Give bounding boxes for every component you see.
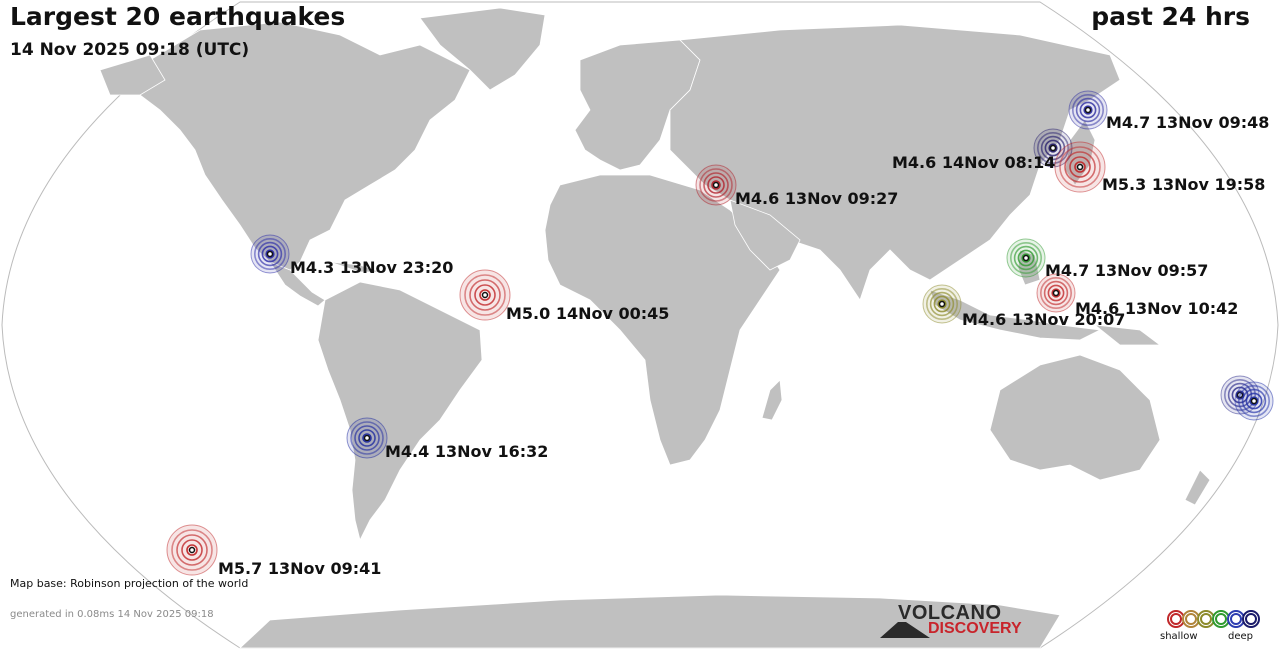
north-america [119,21,471,271]
land-masses [99,7,1211,649]
greenland [419,7,546,91]
earthquake-marker[interactable] [1006,238,1046,278]
legend-shallow-label: shallow [1160,631,1198,642]
south-america [317,281,483,542]
legend-deep-label: deep [1228,631,1253,642]
quake-label[interactable]: M5.3 13Nov 19:58 [1102,175,1266,194]
madagascar [761,379,783,421]
earthquake-marker[interactable] [922,284,962,324]
basemap-note: Map base: Robinson projection of the wor… [10,577,249,590]
legend-ring [1170,613,1182,625]
logo-text-volcano: VOLCANO [898,602,1002,624]
earthquake-marker[interactable] [459,269,511,321]
quake-label[interactable]: M4.6 13Nov 20:07 [962,310,1126,329]
arabia [729,199,801,271]
depth-legend: shallow deep [1160,606,1270,646]
legend-ring [1245,613,1257,625]
legend-ring [1200,613,1212,625]
quake-label[interactable]: M4.6 14Nov 08:14 [892,153,1056,172]
volcano-logo-icon [880,622,930,638]
generated-note: generated in 0.08ms 14 Nov 2025 09:18 [10,609,214,620]
time-period: past 24 hrs [1091,2,1250,31]
earthquake-marker[interactable] [1234,381,1274,421]
logo-text-discovery: DISCOVERY [928,620,1022,637]
africa [544,174,781,466]
map-title: Largest 20 earthquakes [10,2,346,31]
earthquake-marker[interactable] [346,417,388,459]
quake-label[interactable]: M4.7 13Nov 09:48 [1106,113,1270,132]
legend-ring [1230,613,1242,625]
earthquake-marker[interactable] [695,164,737,206]
new-zealand [1184,469,1211,506]
quake-label[interactable]: M4.6 13Nov 10:42 [1075,299,1239,318]
legend-ring [1215,613,1227,625]
new-guinea [1093,324,1162,346]
quake-label[interactable]: M4.7 13Nov 09:57 [1045,261,1209,280]
earthquake-markers [166,90,1274,576]
earthquake-marker[interactable] [1068,90,1108,130]
quake-label[interactable]: M5.7 13Nov 09:41 [218,559,382,578]
quake-label[interactable]: M4.4 13Nov 16:32 [385,442,549,461]
earthquake-marker[interactable] [1054,141,1106,193]
caribbean [329,261,381,273]
australia [989,354,1161,481]
earthquake-marker[interactable] [250,234,290,274]
alaska [99,54,166,96]
volcanodiscovery-logo[interactable]: VOLCANO DISCOVERY [880,602,1040,642]
earthquake-marker[interactable] [1036,273,1076,313]
quake-label[interactable]: M4.6 13Nov 09:27 [735,189,899,208]
earthquake-marker[interactable] [166,524,218,576]
antarctica [238,594,1061,649]
quake-label[interactable]: M4.3 13Nov 23:20 [290,258,454,277]
legend-ring [1185,613,1197,625]
map-datetime: 14 Nov 2025 09:18 (UTC) [10,40,250,60]
quake-label[interactable]: M5.0 14Nov 00:45 [506,304,670,323]
depth-legend-rings [1167,610,1260,628]
